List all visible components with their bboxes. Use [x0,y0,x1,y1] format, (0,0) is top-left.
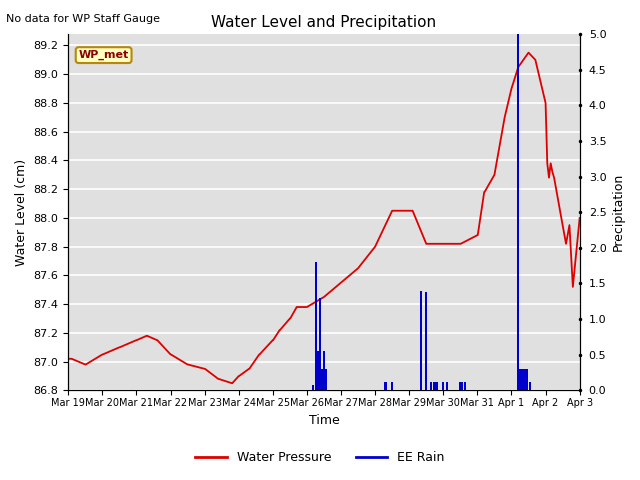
Water Pressure [559,222,566,228]
Water Pressure [371,244,379,250]
Bar [420,290,422,390]
Bar [317,351,319,390]
Bar [465,382,467,390]
Bar [316,262,317,390]
Bar [517,34,519,390]
Bar [442,382,444,390]
Y-axis label: Precipitation: Precipitation [612,173,625,252]
Water Pressure [456,241,464,247]
Bar [312,384,314,390]
Bar [460,382,461,390]
Text: WP_met: WP_met [79,50,129,60]
Bar [319,298,321,390]
Bar [521,369,523,390]
Bar [430,382,433,390]
Water Pressure [525,50,532,56]
Text: No data for WP Staff Gauge: No data for WP Staff Gauge [6,14,161,24]
X-axis label: Time: Time [308,414,339,427]
Water Pressure [236,373,243,379]
Bar [461,382,463,390]
Bar [433,382,435,390]
Y-axis label: Water Level (cm): Water Level (cm) [15,158,28,266]
Bar [324,369,326,390]
Bar [526,369,528,390]
Bar [519,369,521,390]
Bar [435,382,438,390]
Bar [321,369,323,390]
Bar [391,382,393,390]
Title: Water Level and Precipitation: Water Level and Precipitation [211,15,436,30]
Bar [529,382,531,390]
Bar [425,292,428,390]
Water Pressure [143,333,150,339]
Bar [323,351,325,390]
Bar [445,382,448,390]
Line: Water Pressure: Water Pressure [68,53,580,383]
Bar [524,369,526,390]
Water Pressure [423,241,431,247]
Water Pressure [65,356,72,361]
Bar [522,369,524,390]
Bar [383,382,386,390]
Bar [385,382,387,390]
Legend: Water Pressure, EE Rain: Water Pressure, EE Rain [190,446,450,469]
Water Pressure [228,380,236,386]
Water Pressure [576,215,584,221]
